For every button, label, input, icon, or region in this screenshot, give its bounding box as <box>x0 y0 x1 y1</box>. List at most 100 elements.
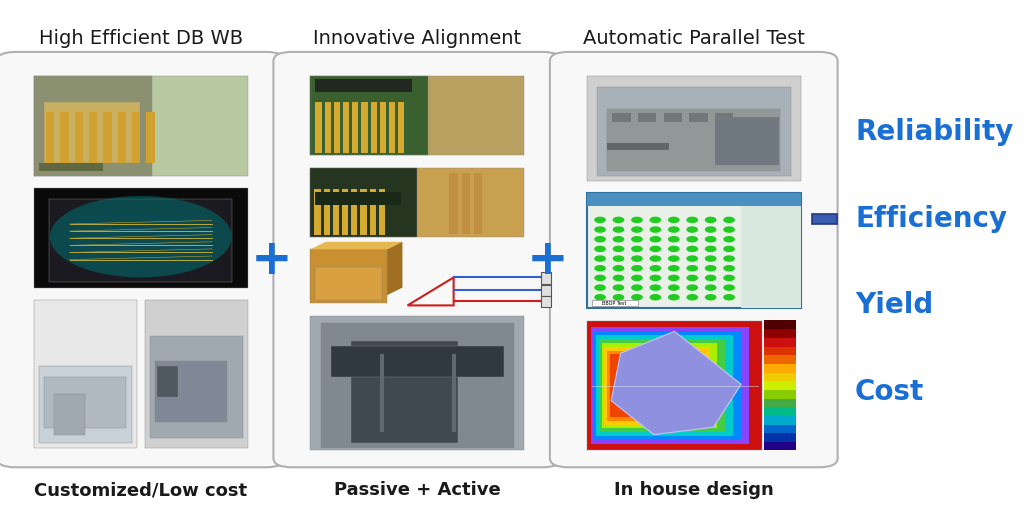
Circle shape <box>650 256 660 261</box>
FancyBboxPatch shape <box>550 52 838 467</box>
Circle shape <box>632 266 642 271</box>
Circle shape <box>669 217 679 222</box>
Bar <box>145 300 248 448</box>
Bar <box>597 87 791 176</box>
Bar <box>389 102 395 153</box>
Bar <box>764 398 797 407</box>
Bar <box>764 372 797 381</box>
Bar <box>715 117 779 165</box>
Circle shape <box>650 246 660 251</box>
Circle shape <box>595 266 605 271</box>
Circle shape <box>724 246 734 251</box>
Bar <box>89 112 97 163</box>
Circle shape <box>706 256 716 261</box>
Bar <box>351 189 357 235</box>
Bar <box>333 189 339 235</box>
Circle shape <box>595 237 605 242</box>
Bar <box>315 102 322 153</box>
Bar <box>315 192 401 205</box>
Bar <box>310 168 418 237</box>
Text: Automatic Parallel Test: Automatic Parallel Test <box>583 30 805 48</box>
Text: Cost: Cost <box>855 378 925 406</box>
Bar <box>75 112 83 163</box>
Bar <box>607 109 780 171</box>
Bar <box>764 423 797 433</box>
Bar <box>596 335 733 436</box>
Text: In house design: In house design <box>613 481 774 499</box>
Circle shape <box>706 266 716 271</box>
Bar <box>764 415 797 425</box>
Circle shape <box>650 217 660 222</box>
FancyBboxPatch shape <box>812 214 837 224</box>
Bar <box>764 346 797 355</box>
Circle shape <box>632 295 642 300</box>
Polygon shape <box>611 331 741 435</box>
Bar <box>343 102 349 153</box>
Bar <box>54 394 85 435</box>
Bar <box>39 366 131 443</box>
Circle shape <box>632 285 642 290</box>
Circle shape <box>687 285 697 290</box>
Bar <box>592 300 638 306</box>
Bar <box>379 189 385 235</box>
Circle shape <box>650 266 660 271</box>
Bar <box>638 113 656 122</box>
Bar <box>331 346 504 377</box>
Bar <box>764 320 797 329</box>
Circle shape <box>650 227 660 232</box>
Bar <box>607 351 701 420</box>
Circle shape <box>669 275 679 280</box>
Text: Efficiency: Efficiency <box>855 205 1008 233</box>
Bar <box>541 296 551 307</box>
Bar <box>602 343 718 429</box>
Circle shape <box>595 285 605 290</box>
Bar <box>541 285 551 296</box>
Circle shape <box>632 275 642 280</box>
Circle shape <box>613 237 624 242</box>
Circle shape <box>613 266 624 271</box>
Circle shape <box>650 275 660 280</box>
Bar <box>351 341 458 443</box>
Circle shape <box>706 237 716 242</box>
Bar <box>607 143 669 150</box>
Bar <box>34 188 248 288</box>
Bar <box>587 321 762 450</box>
Bar <box>360 189 367 235</box>
Circle shape <box>632 246 642 251</box>
Bar <box>315 79 412 92</box>
Bar <box>450 173 458 234</box>
Bar <box>612 113 631 122</box>
Bar <box>764 441 797 450</box>
Circle shape <box>724 275 734 280</box>
Bar <box>764 406 797 416</box>
Polygon shape <box>310 242 402 249</box>
Bar <box>599 339 725 432</box>
Circle shape <box>595 275 605 280</box>
Circle shape <box>595 246 605 251</box>
Bar <box>34 76 248 176</box>
Bar <box>60 112 69 163</box>
Bar <box>310 76 524 155</box>
FancyBboxPatch shape <box>273 52 561 467</box>
Circle shape <box>706 275 716 280</box>
Bar <box>587 76 801 181</box>
Circle shape <box>595 217 605 222</box>
Bar <box>361 102 368 153</box>
Bar <box>103 112 112 163</box>
Circle shape <box>687 217 697 222</box>
Bar <box>132 112 140 163</box>
Text: Innovative Alignment: Innovative Alignment <box>313 30 521 48</box>
Bar <box>587 193 801 206</box>
Bar <box>314 189 321 235</box>
Circle shape <box>724 285 734 290</box>
Circle shape <box>706 285 716 290</box>
Circle shape <box>613 246 624 251</box>
Circle shape <box>613 227 624 232</box>
Circle shape <box>613 285 624 290</box>
Text: +: + <box>251 236 292 284</box>
Bar <box>591 327 750 444</box>
Circle shape <box>687 246 697 251</box>
Bar <box>764 337 797 347</box>
Bar <box>664 113 682 122</box>
Circle shape <box>724 295 734 300</box>
